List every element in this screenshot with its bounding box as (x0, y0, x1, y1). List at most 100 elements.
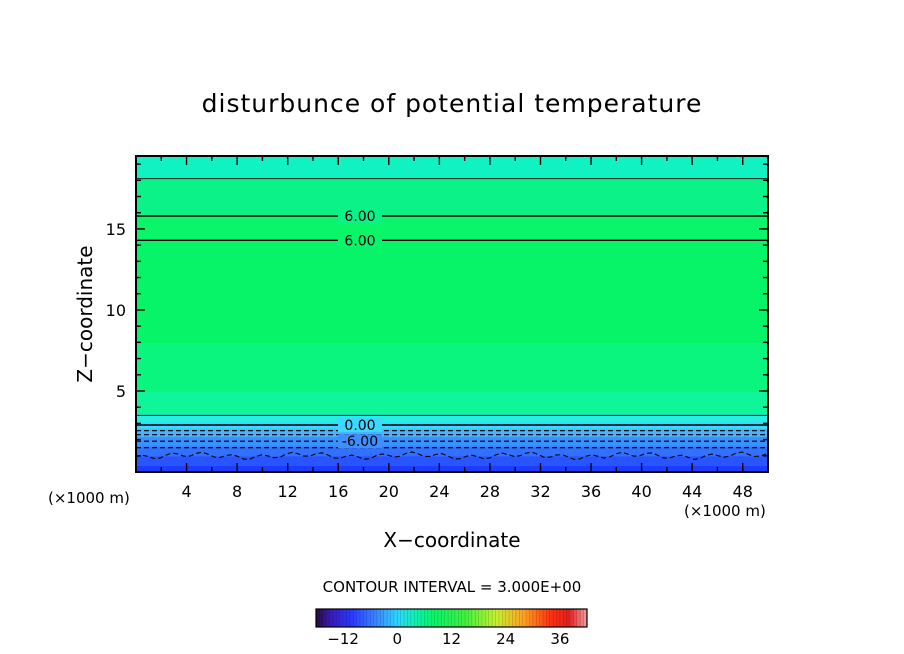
colorbar-cell (319, 609, 324, 627)
contour-interval-label: CONTOUR INTERVAL = 3.000E+00 (323, 578, 582, 596)
colorbar-cell (444, 609, 449, 627)
colorbar-cell (542, 609, 547, 627)
colorbar-cell (505, 609, 510, 627)
y-tick-label: 5 (116, 382, 126, 401)
colorbar-cell (434, 609, 439, 627)
colorbar-cell (370, 609, 374, 627)
colorbar-tick-label: −12 (327, 630, 359, 648)
x-tick-label: 32 (530, 482, 550, 501)
colorbar-cell (465, 609, 469, 627)
colorbar-cell (475, 609, 479, 627)
colorbar-cell (414, 609, 418, 627)
colorbar-cell (454, 609, 459, 627)
x-tick-label: 8 (232, 482, 242, 501)
colorbar-cell (526, 609, 530, 627)
colorbar-cell (451, 609, 456, 627)
field-band (136, 156, 768, 180)
colorbar-cell (417, 609, 422, 627)
colorbar-tick-label: 12 (442, 630, 461, 648)
colorbar-cell (441, 609, 446, 627)
colorbar-cell (407, 609, 412, 627)
x-tick-label: 20 (379, 482, 399, 501)
colorbar-cell (346, 609, 351, 627)
colorbar-cell (539, 609, 544, 627)
contour-labels: -6.000.00 6.00 6.00 (338, 208, 382, 450)
field-band (136, 465, 768, 472)
field-band (136, 178, 768, 217)
colorbar-cell (383, 609, 388, 627)
field-band (136, 428, 768, 437)
plot-frame (135, 155, 769, 473)
colorbar-cell (468, 609, 473, 627)
colorbar-cell (485, 609, 490, 627)
colorbar-cell (322, 609, 327, 627)
contour-label: 6.00 (344, 209, 375, 225)
x-tick-label: 4 (181, 482, 191, 501)
contour-lines (136, 178, 768, 460)
colorbar-cell (498, 609, 503, 627)
colorbar-cell (400, 609, 405, 627)
x-tick-label: 36 (581, 482, 601, 501)
colorbar-cell (580, 609, 584, 627)
y-axis-label: Z−coordinate (73, 245, 97, 382)
colorbar-cell (522, 609, 527, 627)
field-band (136, 455, 768, 467)
colorbar-cell (492, 609, 496, 627)
colorbar-cell (431, 609, 435, 627)
colorbar-cell (532, 609, 537, 627)
colorbar-cell (376, 609, 381, 627)
colorbar-cell (583, 609, 588, 627)
colorbar-cell (519, 609, 523, 627)
colorbar-cell (339, 609, 344, 627)
colorbar-cell (326, 609, 330, 627)
x-unit-label: (×1000 m) (684, 502, 766, 520)
field-band (136, 240, 768, 343)
colorbar-cell (410, 609, 415, 627)
colorbar-cell (366, 609, 371, 627)
colorbar-cell (471, 609, 476, 627)
colorbar-cell (515, 609, 520, 627)
field-band (136, 215, 768, 241)
colorbar-frame (315, 608, 588, 628)
colorbar-tick-label: 0 (393, 630, 403, 648)
colorbar-cell (556, 609, 561, 627)
x-tick-label: 28 (480, 482, 500, 501)
field-band (136, 413, 768, 423)
colorbar-tick-label: 36 (550, 630, 569, 648)
colorbar-cell (458, 609, 462, 627)
colorbar-cell (437, 609, 442, 627)
colorbar-cell (329, 609, 334, 627)
colorbar-cell (576, 609, 581, 627)
colorbar-cell (336, 609, 341, 627)
colorbar-cell (373, 609, 378, 627)
x-tick-label: 16 (328, 482, 348, 501)
colorbar-cell (563, 609, 567, 627)
chart-title: disturbunce of potential temperature (202, 89, 703, 118)
y-axis: 5 10 15 (106, 163, 768, 457)
colorbar-cell (481, 609, 486, 627)
contour-label: -6.00 (342, 434, 378, 450)
colorbar-cell (448, 609, 452, 627)
colorbar-cell (478, 609, 483, 627)
colorbar-cell (553, 609, 557, 627)
colorbar-cell (387, 609, 391, 627)
colorbar-cell (427, 609, 432, 627)
colorbar: −12 0 12 24 36 (315, 608, 588, 648)
x-tick-label: 48 (733, 482, 753, 501)
colorbar-cell (549, 609, 554, 627)
colorbar-cell (570, 609, 574, 627)
x-tick-label: 12 (278, 482, 298, 501)
colorbar-tick-label: 24 (496, 630, 515, 648)
colorbar-cell (461, 609, 466, 627)
colorbar-cell (360, 609, 364, 627)
colorbar-cell (559, 609, 564, 627)
colorbar-cell (356, 609, 361, 627)
field-band (136, 342, 768, 392)
x-axis-label: X−coordinate (383, 528, 520, 552)
x-tick-label: 24 (429, 482, 449, 501)
colorbar-cell (363, 609, 368, 627)
colorbar-cell (488, 609, 493, 627)
colorbar-cell (546, 609, 551, 627)
colorbar-cell (529, 609, 534, 627)
